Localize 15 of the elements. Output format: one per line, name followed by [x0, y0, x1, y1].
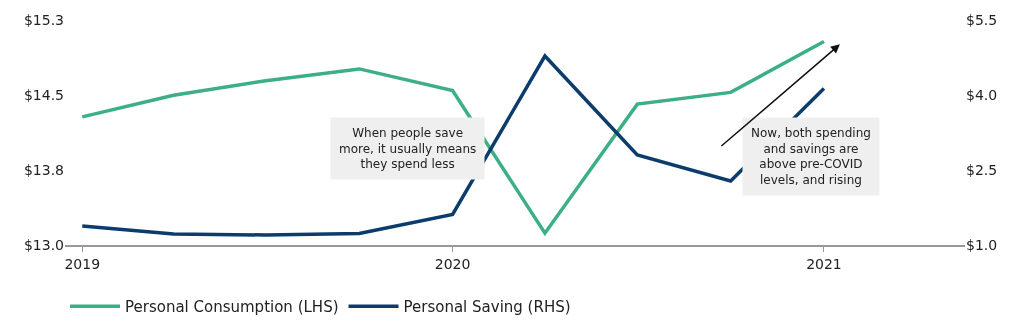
legend-label: Personal Saving (RHS)	[403, 298, 571, 317]
legend-label: Personal Consumption (LHS)	[125, 298, 339, 317]
y-tick-label: $15.3	[23, 11, 64, 28]
x-tick-label: 2019	[64, 255, 101, 272]
x-tick-label: 2020	[434, 255, 471, 272]
annotation: When people save more, it usually means they spend less	[339, 126, 477, 172]
y2-tick-label: $1.0	[966, 236, 998, 253]
y-tick-label: $13.8	[23, 161, 64, 178]
y-tick-label: $13.0	[23, 236, 64, 253]
annotation: Now, both spending and savings are above pre-COVID levels, and rising	[751, 126, 871, 187]
y2-tick-label: $5.5	[966, 11, 998, 28]
y-tick-label: $14.5	[23, 86, 64, 103]
y2-tick-label: $4.0	[966, 86, 998, 103]
x-tick-label: 2021	[806, 255, 842, 272]
y2-tick-label: $2.5	[966, 161, 998, 178]
